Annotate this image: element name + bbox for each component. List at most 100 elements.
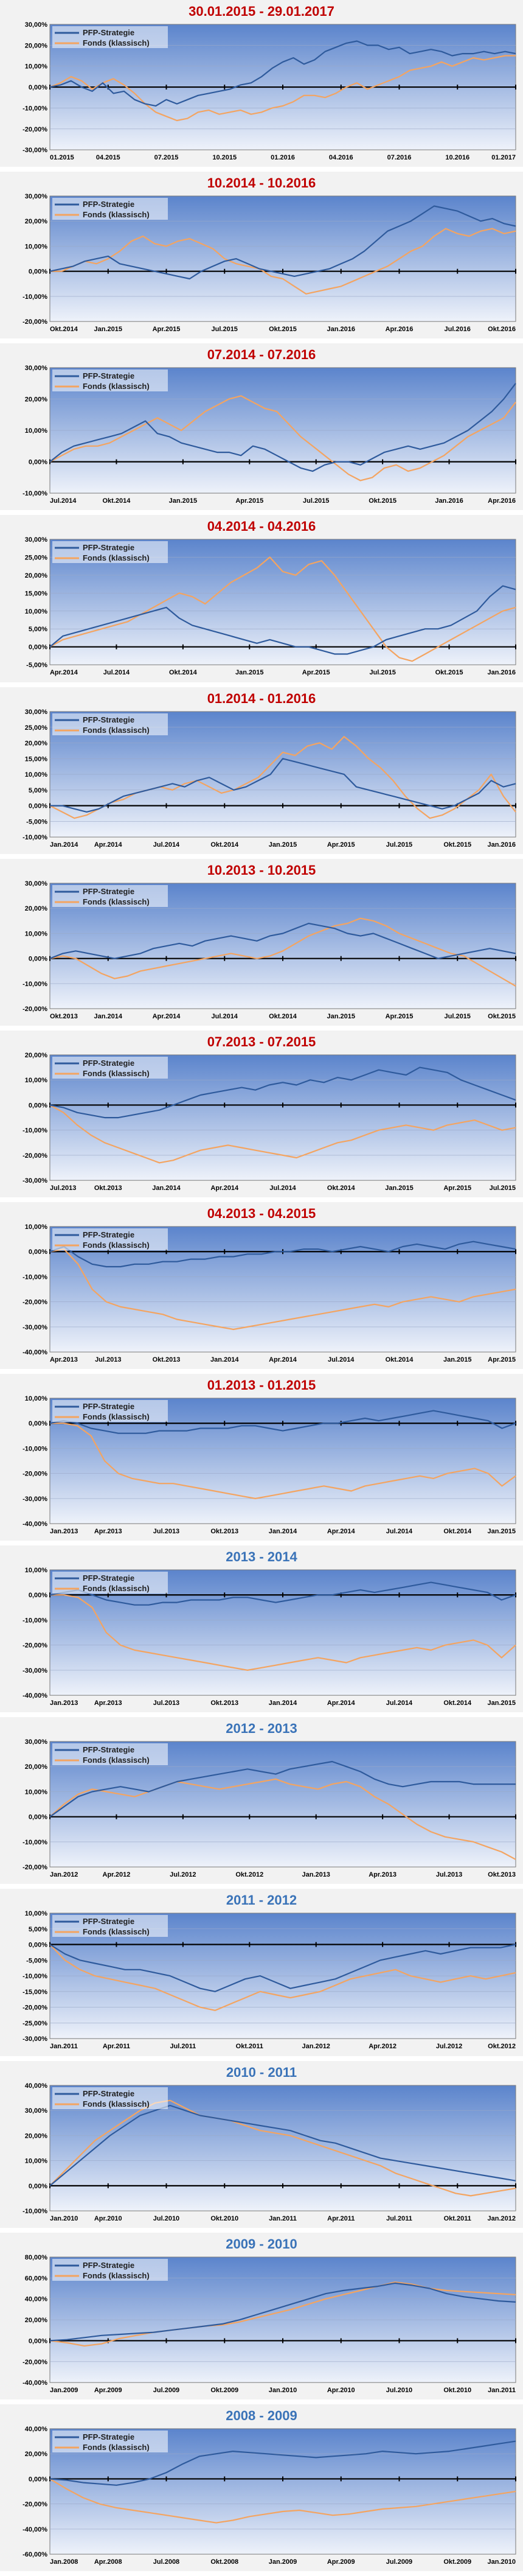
y-tick-label: -15,00% <box>23 1989 47 1996</box>
x-tick-label: Jul.2014 <box>328 1356 355 1363</box>
chart-panel: 01.2013 - 01.2015 10,00% 0,00% -10,00% -20,0… <box>0 1374 523 1541</box>
x-tick-label: Jan.2013 <box>50 1699 78 1707</box>
x-tick-label: Apr.2014 <box>327 1699 356 1707</box>
chart-title: 10.2014 - 10.2016 <box>207 175 316 191</box>
x-tick-label: Apr.2015 <box>386 1013 414 1020</box>
x-tick-label: Jan.2016 <box>435 497 463 505</box>
chart-panel: 30.01.2015 - 29.01.2017 30,00% 20,00% 10,00… <box>0 0 523 167</box>
legend-box <box>52 884 168 907</box>
x-tick-label: Jan.2015 <box>443 1356 471 1363</box>
series-line-fund <box>50 1594 516 1671</box>
y-tick-label: 30,00% <box>25 1738 47 1746</box>
series-line-strategy <box>49 40 516 107</box>
x-tick-label: Apr.2012 <box>369 2043 397 2051</box>
y-tick-label: -40,00% <box>23 1521 47 1528</box>
y-tick-label: -10,00% <box>23 1973 47 1981</box>
line-chart: 40,00%20,00%0,00%-20,00%-40,00%-60,00%Ja… <box>23 2426 516 2566</box>
x-tick-label: Okt.2015 <box>443 841 471 849</box>
y-tick-label: -20,00% <box>23 126 47 133</box>
y-tick-label: 0,00% <box>29 955 47 962</box>
series-line-strategy <box>49 1581 516 1606</box>
y-tick-label: 10,00% <box>25 1223 47 1231</box>
y-tick-label: 30,00% <box>25 880 47 887</box>
y-tick-label: -20,00% <box>23 1299 47 1306</box>
y-tick-label: 10,00% <box>25 63 47 71</box>
legend-label-strategy: PFP-Strategie <box>83 887 134 896</box>
y-tick-label: 10,00% <box>25 427 47 435</box>
x-tick-label: Okt.2013 <box>50 1013 78 1020</box>
x-tick-label: Jan.2014 <box>152 1185 181 1192</box>
x-tick-label: Okt.2016 <box>488 326 516 333</box>
y-tick-label: -20,00% <box>23 1642 47 1650</box>
y-tick-label: -40,00% <box>23 1692 47 1699</box>
y-tick-label: -5,00% <box>26 662 47 670</box>
x-tick-label: Okt.2014 <box>443 1699 472 1707</box>
x-tick-label: Apr.2010 <box>94 2215 122 2222</box>
x-tick-label: Jul.2013 <box>95 1356 121 1363</box>
y-tick-label: 20,00% <box>25 218 47 225</box>
y-tick-label: 0,00% <box>29 1420 47 1427</box>
y-tick-label: -5,00% <box>26 1958 47 1965</box>
x-tick-label: Jul.2009 <box>153 2387 179 2394</box>
series-line-strategy <box>49 1944 516 1993</box>
series-line-fund <box>49 735 516 819</box>
legend-label-strategy: PFP-Strategie <box>83 1230 134 1239</box>
legend-box <box>52 2258 168 2281</box>
x-tick-label: Jul.2015 <box>303 497 329 505</box>
series-line-strategy <box>49 1066 516 1118</box>
y-tick-label: 15,00% <box>25 755 47 763</box>
legend-label-strategy: PFP-Strategie <box>83 1917 134 1926</box>
x-tick-label: Okt.2011 <box>444 2215 471 2222</box>
x-tick-label: Jan.2012 <box>302 2043 330 2051</box>
x-tick-label: Jul.2016 <box>445 326 471 333</box>
y-tick-label: -60,00% <box>23 2551 47 2558</box>
legend-box <box>52 713 168 735</box>
x-tick-label: Jul.2015 <box>490 1185 516 1192</box>
x-tick-label: Apr.2013 <box>94 1699 122 1707</box>
x-tick-label: 10.2015 <box>212 154 237 161</box>
series-line-fund <box>49 1779 516 1861</box>
x-tick-label: Jan.2008 <box>50 2558 78 2566</box>
legend-label-fund: Fonds (klassisch) <box>83 2443 150 2452</box>
legend-label-strategy: PFP-Strategie <box>83 1059 134 1068</box>
line-chart: 20,00%10,00%0,00%-10,00%-20,00%-30,00%Ju… <box>23 1052 516 1192</box>
chart-panel: 2010 - 2011 40,00% 30,00% 20,00% 10,00% 0,00%… <box>0 2060 523 2228</box>
x-tick-label: Okt.2015 <box>435 670 463 677</box>
legend-label-fund: Fonds (klassisch) <box>83 553 150 562</box>
y-tick-label: 10,00% <box>25 1395 47 1402</box>
y-tick-label: -20,00% <box>23 2004 47 2012</box>
y-tick-label: 5,00% <box>29 786 47 794</box>
y-tick-label: 10,00% <box>25 608 47 615</box>
chart-panel: 07.2014 - 07.2016 30,00% 20,00% 10,00% 0,00%… <box>0 343 523 511</box>
x-tick-label: Okt.2013 <box>153 1356 181 1363</box>
x-tick-label: Apr.2014 <box>210 1185 239 1192</box>
x-tick-label: Apr.2016 <box>488 497 516 505</box>
series-line-fund <box>50 1423 516 1500</box>
legend-box <box>52 26 168 48</box>
x-tick-label: Okt.2015 <box>269 326 297 333</box>
x-tick-label: 04.2016 <box>329 154 353 161</box>
y-tick-label: 0,00% <box>29 1942 47 1949</box>
y-tick-label: 25,00% <box>25 724 47 731</box>
chart-panel: 07.2013 - 07.2015 20,00% 10,00% 0,00% -10,00… <box>0 1030 523 1197</box>
y-tick-label: -30,00% <box>23 147 47 154</box>
x-tick-label: 07.2016 <box>387 154 412 161</box>
x-tick-label: Apr.2011 <box>327 2215 355 2222</box>
series-line-strategy <box>49 1241 516 1268</box>
y-tick-label: -20,00% <box>23 1471 47 1478</box>
x-tick-label: Apr.2014 <box>153 1013 181 1020</box>
y-tick-label: 40,00% <box>25 2295 47 2303</box>
x-tick-label: Apr.2016 <box>386 326 414 333</box>
y-tick-label: 5,00% <box>29 1926 47 1933</box>
y-tick-label: -20,00% <box>23 1152 47 1160</box>
x-tick-label: Okt.2014 <box>169 670 198 677</box>
y-tick-label: 10,00% <box>25 930 47 937</box>
chart-title: 2013 - 2014 <box>226 1549 297 1565</box>
x-tick-label: Okt.2012 <box>235 1871 263 1878</box>
x-tick-label: Apr.2014 <box>94 841 123 849</box>
